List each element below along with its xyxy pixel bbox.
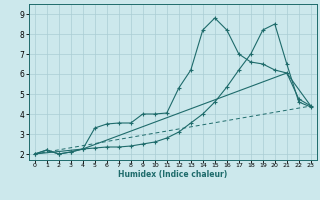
X-axis label: Humidex (Indice chaleur): Humidex (Indice chaleur)	[118, 170, 228, 179]
